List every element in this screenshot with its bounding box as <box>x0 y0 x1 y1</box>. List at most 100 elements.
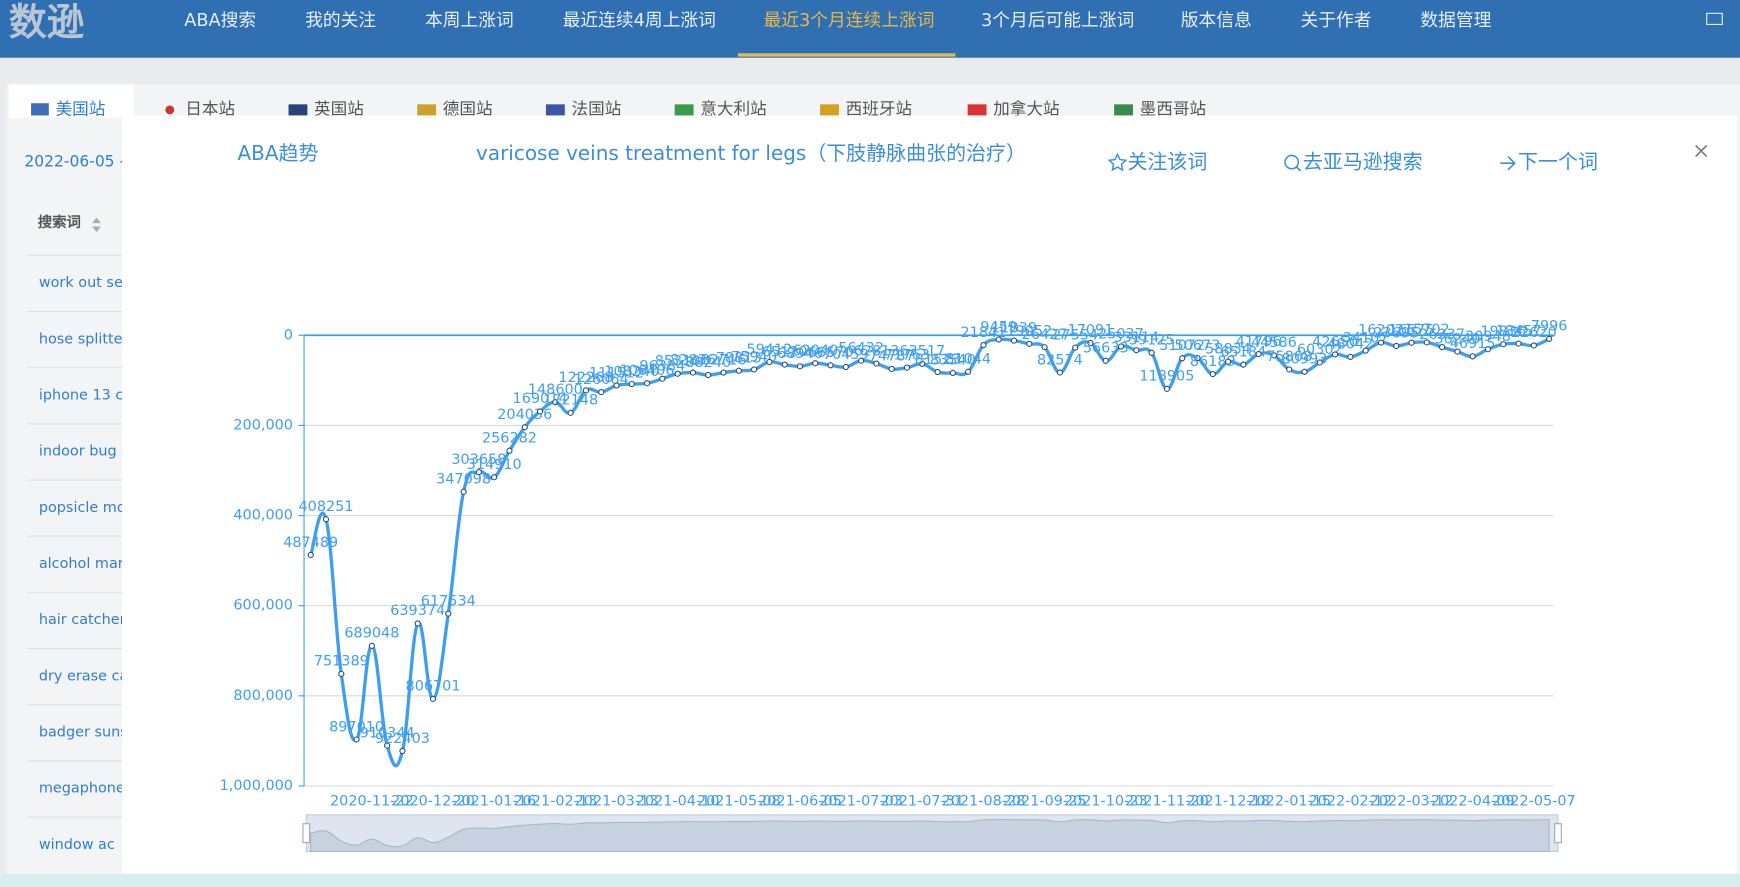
follow-button[interactable]: 关注该词 <box>1127 150 1207 174</box>
point <box>322 516 330 523</box>
x-tick-label: 2022-02-12 <box>1309 794 1393 810</box>
point <box>1423 339 1430 346</box>
point <box>873 360 880 367</box>
flag <box>165 105 175 115</box>
x-tick-label: 2021-07-31 <box>880 794 964 810</box>
point <box>1316 359 1323 366</box>
tab[interactable]: 日本站 <box>185 99 235 118</box>
data-label: 56432 <box>838 340 884 356</box>
point <box>949 369 956 377</box>
nav-item[interactable]: 3个月后可能上涨词 <box>981 10 1134 31</box>
point <box>491 474 498 481</box>
zoom-handle[interactable] <box>1554 823 1562 844</box>
date-range[interactable]: 2022-06-05 - <box>24 153 125 171</box>
data-label: 108240 <box>604 364 659 380</box>
point <box>659 375 666 382</box>
data-label: 689048 <box>344 626 399 642</box>
data-label: 26337 <box>1419 327 1465 343</box>
data-label: 18457 <box>1496 323 1542 339</box>
nav-item[interactable]: 我的关注 <box>305 10 376 31</box>
point <box>1148 349 1155 357</box>
flag <box>417 104 437 116</box>
data-label: 487489 <box>283 535 338 551</box>
point <box>384 742 391 749</box>
tab[interactable]: 加拿大站 <box>993 98 1059 118</box>
nav-item[interactable]: 最近连续4周上涨词 <box>563 10 716 31</box>
point <box>521 424 528 431</box>
close-button[interactable] <box>1695 144 1708 158</box>
tab[interactable]: 西班牙站 <box>846 99 912 118</box>
search-term[interactable]: alcohol mark <box>39 556 133 572</box>
data-label: 78813 <box>716 351 762 367</box>
data-label: 25037 <box>1098 326 1144 342</box>
x-tick-label: 2021-08-28 <box>942 794 1026 810</box>
point <box>781 361 788 368</box>
data-label: 111512 <box>589 365 644 381</box>
data-label: 408251 <box>299 499 354 515</box>
search-term[interactable]: hair catcher <box>39 612 126 628</box>
nav-item[interactable]: 数据管理 <box>1420 10 1491 31</box>
point <box>338 670 345 678</box>
data-label: 74787 <box>869 349 915 365</box>
data-label: 51072 <box>1159 338 1205 354</box>
point <box>1056 369 1063 376</box>
search-term[interactable]: window ac <box>39 837 115 853</box>
tab[interactable]: 法国站 <box>571 99 621 118</box>
search-icon[interactable] <box>1284 154 1300 170</box>
tab[interactable]: 英国站 <box>314 99 364 118</box>
star-icon[interactable] <box>1107 152 1128 172</box>
point <box>460 488 467 495</box>
zoom-handle[interactable] <box>302 823 311 844</box>
point <box>750 366 758 373</box>
sort-icon[interactable] <box>92 217 101 233</box>
data-label: 16575 <box>1389 323 1435 339</box>
data-label: 96384 <box>639 358 685 374</box>
search-term[interactable]: work out sets <box>39 275 136 291</box>
point <box>1224 358 1232 365</box>
search-term[interactable]: popsicle mol <box>39 500 130 516</box>
search-term[interactable]: hose splitter <box>39 331 129 347</box>
amazon-search-button[interactable]: 去亚马逊搜索 <box>1303 150 1423 174</box>
x-tick-label: 2021-12-18 <box>1186 794 1270 810</box>
nav-item[interactable]: 关于作者 <box>1301 10 1372 31</box>
nav-item[interactable]: 版本信息 <box>1181 10 1252 31</box>
table-body: work out sets hose splitter iphone 13 ca in… <box>26 254 136 853</box>
point <box>812 360 819 367</box>
point <box>429 695 437 702</box>
data-label: 23695 <box>1373 326 1419 342</box>
search-term[interactable]: badger suns <box>39 724 128 740</box>
point <box>674 370 681 377</box>
data-label: 66570 <box>808 345 854 361</box>
logo: 数逊 <box>9 0 85 44</box>
data-label: 82836 <box>670 352 716 368</box>
search-term[interactable]: indoor bug z <box>39 444 129 460</box>
tab[interactable]: 意大利站 <box>700 99 766 118</box>
mail-icon[interactable] <box>1706 12 1723 25</box>
tab[interactable]: 墨西哥站 <box>1140 99 1206 118</box>
point <box>1500 341 1507 348</box>
search-term[interactable]: iphone 13 ca <box>39 387 132 403</box>
data-label: 751389 <box>314 654 369 670</box>
data-label: 48042 <box>1327 337 1373 353</box>
nav-item-active[interactable]: 最近3个月连续上涨词 <box>763 10 934 31</box>
search-term[interactable]: dry erase ca <box>39 668 128 684</box>
active-tab[interactable] <box>8 84 134 118</box>
point <box>1072 344 1079 351</box>
data-label: 19836 <box>1480 324 1526 340</box>
point <box>965 368 972 375</box>
data-label: 44586 <box>1251 335 1297 351</box>
nav-item[interactable]: ABA搜索 <box>184 10 256 31</box>
search-term[interactable]: megaphone <box>39 781 125 797</box>
data-label: 922403 <box>375 731 430 747</box>
tab[interactable]: 美国站 <box>55 99 105 118</box>
point <box>1377 339 1385 346</box>
arrow-icon[interactable] <box>1500 155 1516 171</box>
point <box>1163 385 1171 392</box>
point <box>827 362 834 369</box>
point <box>1041 344 1048 351</box>
point <box>1087 339 1094 347</box>
next-word-button[interactable]: 下一个词 <box>1518 150 1598 174</box>
point <box>919 360 926 367</box>
tab[interactable]: 德国站 <box>443 99 493 118</box>
nav-item[interactable]: 本周上涨词 <box>425 10 514 31</box>
